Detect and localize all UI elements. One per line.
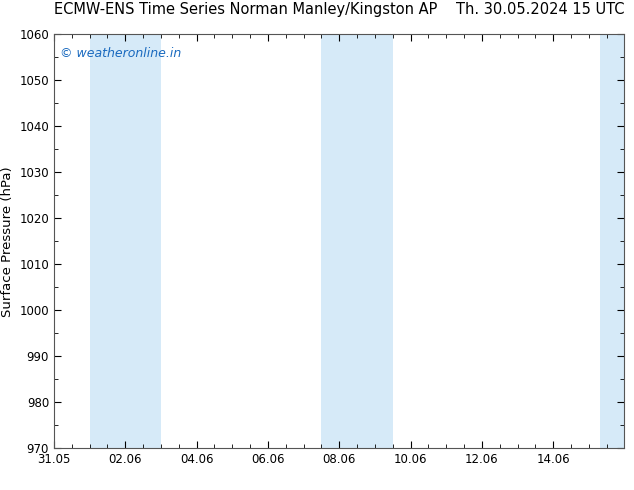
Bar	[321, 34, 392, 448]
Y-axis label: Surface Pressure (hPa): Surface Pressure (hPa)	[1, 166, 14, 317]
Text: Th. 30.05.2024 15 UTC: Th. 30.05.2024 15 UTC	[456, 2, 624, 17]
Bar	[89, 34, 161, 448]
Text: ECMW-ENS Time Series Norman Manley/Kingston AP: ECMW-ENS Time Series Norman Manley/Kings…	[54, 2, 437, 17]
Text: © weatheronline.in: © weatheronline.in	[60, 47, 181, 60]
Bar	[600, 34, 624, 448]
